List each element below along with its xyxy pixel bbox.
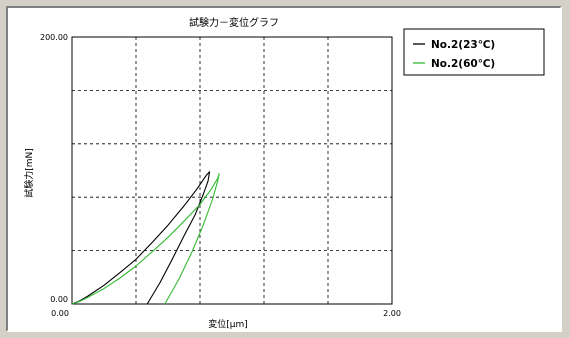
series-line-1 <box>71 173 220 305</box>
y-tick-label-min: 0.00 <box>50 295 68 304</box>
chart-frame: 試験力－変位グラフ 200.00 0.00 0.00 2.00 変位[μm] 試… <box>6 6 562 332</box>
x-tick-label-min: 0.00 <box>51 309 69 318</box>
legend-label-60c: No.2(60℃) <box>431 58 495 70</box>
chart-title: 試験力－変位グラフ <box>189 16 279 29</box>
x-axis-label: 変位[μm] <box>208 318 248 330</box>
legend-box <box>403 28 545 76</box>
plot-area <box>71 36 393 305</box>
force-displacement-chart: 試験力－変位グラフ 200.00 0.00 0.00 2.00 変位[μm] 試… <box>23 16 545 330</box>
y-tick-label-max: 200.00 <box>40 33 68 42</box>
x-tick-label-max: 2.00 <box>383 309 401 318</box>
legend: No.2(23℃) No.2(60℃) <box>403 28 545 76</box>
series-lines <box>71 171 220 305</box>
y-axis-label: 試験力[mN] <box>23 148 35 198</box>
series-line-0 <box>71 171 211 305</box>
legend-label-23c: No.2(23℃) <box>431 39 495 51</box>
